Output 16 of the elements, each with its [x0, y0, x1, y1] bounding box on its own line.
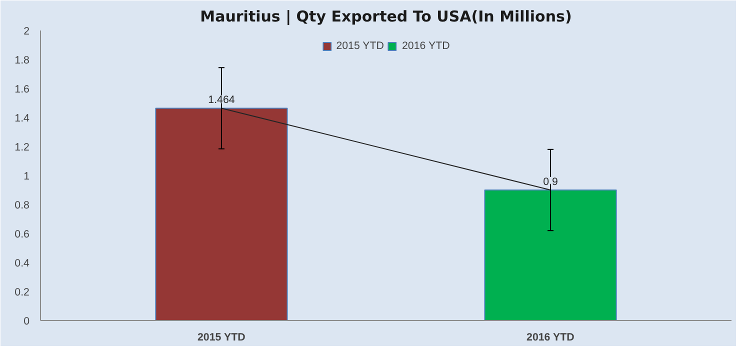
y-tick-label: 0.6 — [14, 228, 30, 240]
y-tick-label: 1 — [24, 170, 30, 182]
data-label: 1.464 — [208, 94, 235, 106]
y-tick-label: 0.8 — [14, 200, 30, 212]
y-tick-label: 1.6 — [14, 84, 30, 96]
y-tick-label: 1.8 — [14, 54, 30, 66]
y-tick-label: 1.4 — [14, 112, 30, 124]
legend-label: 2016 YTD — [402, 40, 450, 52]
y-tick-label: 2 — [24, 26, 30, 38]
y-tick-label: 0.2 — [14, 286, 30, 298]
y-tick-label: 0.4 — [14, 258, 30, 270]
y-tick-label: 0 — [24, 316, 30, 328]
legend-label: 2015 YTD — [336, 40, 384, 52]
y-tick-label: 1.2 — [14, 142, 30, 154]
chart-title: Mauritius | Qty Exported To USA(In Millions) — [200, 8, 572, 26]
data-label: 0.9 — [543, 176, 558, 188]
